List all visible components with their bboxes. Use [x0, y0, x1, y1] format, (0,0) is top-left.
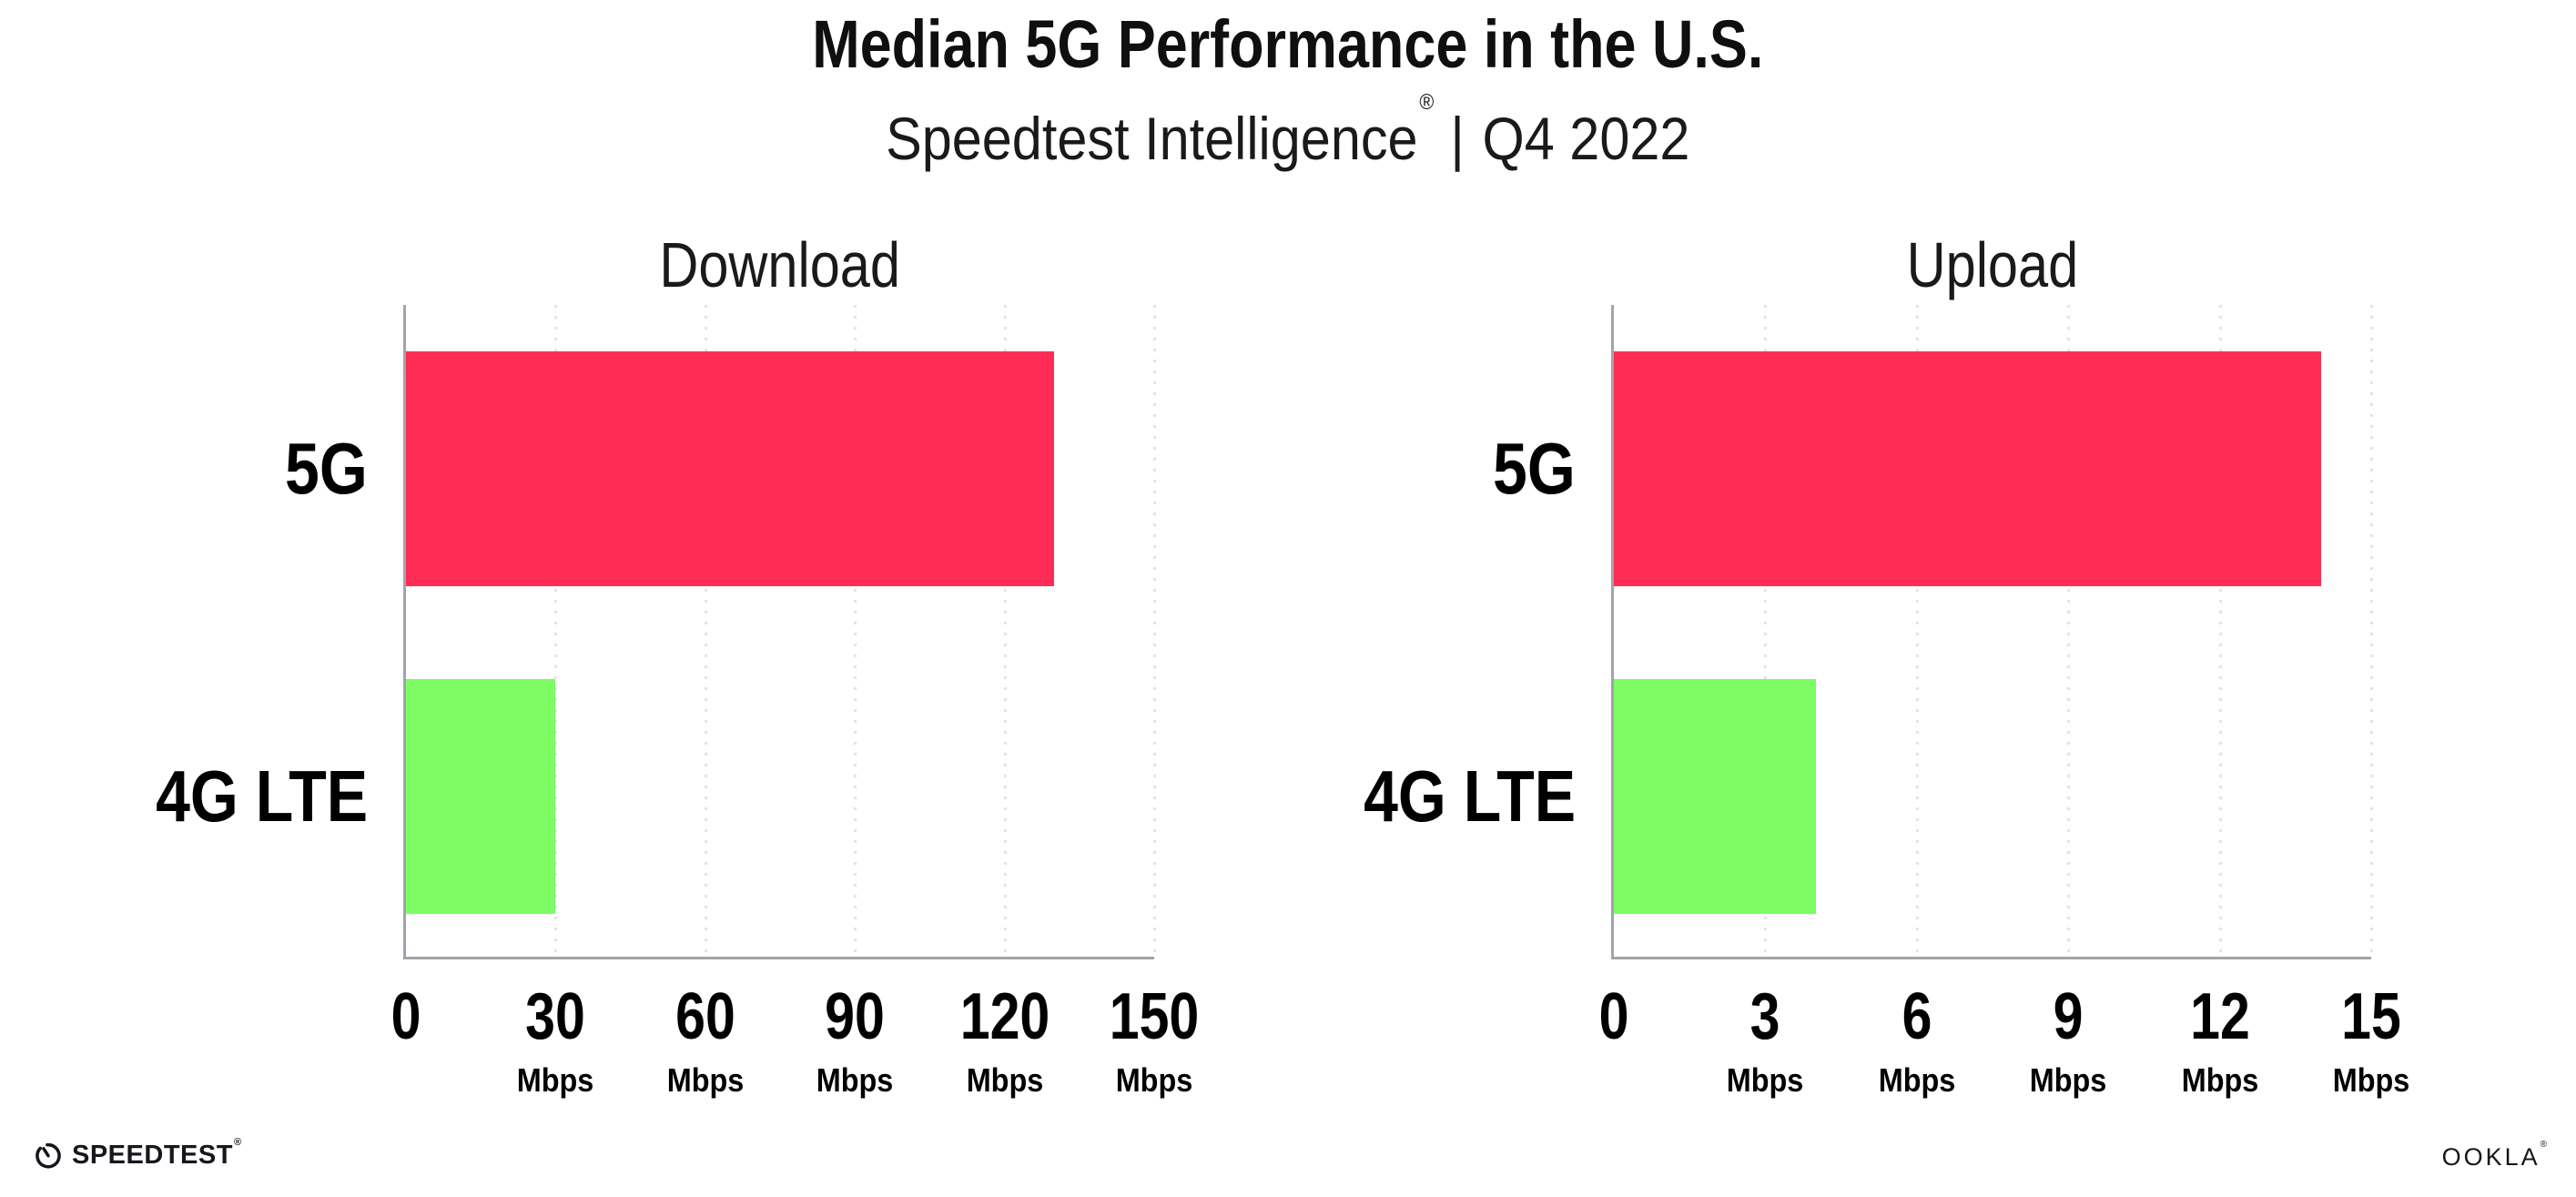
chart-title-download: Download: [406, 233, 1154, 299]
x-tick-number: 60: [674, 980, 735, 1053]
category-label-text: 5G: [1493, 428, 1576, 509]
category-label-4g-lte: 4G LTE: [1326, 679, 1576, 914]
x-tick-number: 120: [959, 980, 1050, 1053]
gridline-9: [2067, 305, 2071, 957]
gridline-12: [2218, 305, 2222, 957]
x-tick-number: 0: [1598, 980, 1629, 1053]
registered-trademark-icon: ®: [233, 1136, 242, 1148]
x-tick-9: 9 Mbps: [2025, 984, 2111, 1097]
bar-5g: [1614, 351, 2321, 586]
x-tick-60: 60 Mbps: [663, 984, 748, 1097]
x-tick-6: 6 Mbps: [1874, 984, 1960, 1097]
ookla-wordmark: OOKLA: [2441, 1143, 2541, 1171]
x-tick-unit: Mbps: [2332, 1061, 2410, 1099]
gridline-120: [1003, 305, 1007, 957]
x-tick-number: 9: [2053, 980, 2084, 1053]
x-tick-unit: Mbps: [2029, 1061, 2107, 1099]
x-tick-unit: Mbps: [966, 1061, 1043, 1099]
page-title: Median 5G Performance in the U.S.: [0, 9, 2576, 80]
registered-trademark-icon: ®: [1419, 90, 1435, 115]
x-tick-30: 30 Mbps: [512, 984, 598, 1097]
x-tick-number: 3: [1749, 980, 1780, 1053]
subtitle-separator: |: [1450, 105, 1465, 172]
category-label-text: 4G LTE: [1364, 756, 1576, 837]
bar-4g-lte: [406, 679, 556, 914]
ookla-logo: OOKLA®: [2441, 1140, 2547, 1172]
x-tick-150: 150 Mbps: [1100, 984, 1209, 1097]
chart-panel-download: Download 5G 4G LTE 0 30 Mbps 60 Mbps 90 Mbps 120 Mb…: [156, 233, 1199, 1097]
x-tick-3: 3 Mbps: [1722, 984, 1808, 1097]
chart-panel-upload: Upload 5G 4G LTE 0 3 Mbps 6 Mbps 9 Mbps 12 Mbps 15 Mb…: [1364, 233, 2409, 1097]
x-tick-0: 0: [388, 984, 424, 1050]
x-tick-unit: Mbps: [816, 1061, 894, 1099]
x-tick-number: 30: [525, 980, 586, 1053]
x-tick-unit: Mbps: [1878, 1061, 1956, 1099]
x-tick-0: 0: [1596, 984, 1632, 1050]
bar-5g: [406, 351, 1055, 586]
speedtest-wordmark: SPEEDTEST®: [72, 1136, 242, 1170]
x-tick-number: 90: [825, 980, 886, 1053]
subtitle-brand: Speedtest Intelligence: [886, 105, 1418, 172]
gridline-6: [1915, 305, 1919, 957]
x-tick-15: 15 Mbps: [2328, 984, 2414, 1097]
page-title-text: Median 5G Performance in the U.S.: [812, 6, 1764, 82]
x-tick-120: 120 Mbps: [950, 984, 1060, 1097]
chart-title-upload: Upload: [1614, 233, 2371, 299]
x-tick-90: 90 Mbps: [812, 984, 898, 1097]
chart-title-text: Upload: [1906, 229, 2079, 300]
category-label-5g: 5G: [270, 351, 368, 586]
speedtest-logo: SPEEDTEST®: [33, 1136, 242, 1171]
gridline-60: [704, 305, 707, 957]
x-tick-number: 150: [1109, 980, 1200, 1053]
speedometer-gauge-icon: [35, 1142, 61, 1169]
page-subtitle: Speedtest Intelligence® | Q4 2022: [0, 91, 2576, 172]
chart-title-text: Download: [659, 229, 901, 300]
x-tick-unit: Mbps: [517, 1061, 594, 1099]
x-tick-number: 6: [1902, 980, 1932, 1053]
category-label-text: 4G LTE: [156, 756, 368, 837]
category-label-text: 5G: [285, 428, 368, 509]
x-tick-unit: Mbps: [1727, 1061, 1804, 1099]
category-label-4g-lte: 4G LTE: [118, 679, 368, 914]
x-tick-unit: Mbps: [666, 1061, 745, 1099]
x-tick-number: 12: [2189, 980, 2250, 1053]
gridline-3: [1764, 305, 1768, 957]
x-tick-number: 15: [2341, 980, 2401, 1053]
bar-4g-lte: [1614, 679, 1816, 914]
subtitle-period: Q4 2022: [1482, 105, 1690, 172]
x-tick-12: 12 Mbps: [2177, 984, 2263, 1097]
category-label-5g: 5G: [1478, 351, 1576, 586]
page-subtitle-text: Speedtest Intelligence® | Q4 2022: [886, 91, 1690, 172]
x-tick-unit: Mbps: [1115, 1061, 1193, 1099]
registered-trademark-icon: ®: [2540, 1140, 2547, 1150]
x-tick-unit: Mbps: [2181, 1061, 2258, 1099]
gridline-30: [554, 305, 558, 957]
gridline-90: [854, 305, 857, 957]
gridline-15: [2370, 305, 2373, 957]
x-tick-number: 0: [390, 980, 421, 1053]
gridline-150: [1153, 305, 1156, 957]
